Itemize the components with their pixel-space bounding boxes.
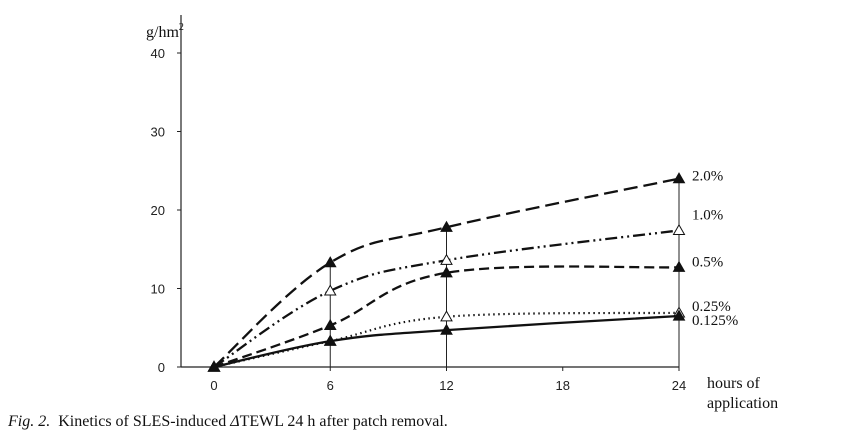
y-axis-label: g/hm2 bbox=[146, 22, 184, 41]
caption-label: Fig. 2. bbox=[8, 413, 51, 430]
data-point-filled-triangle bbox=[672, 260, 686, 272]
series-line bbox=[213, 177, 680, 368]
series-label: 0.5% bbox=[692, 254, 723, 270]
x-tick-label: 6 bbox=[327, 378, 334, 393]
data-point-filled-triangle bbox=[323, 318, 337, 331]
y-tick-label: 30 bbox=[151, 125, 165, 140]
data-point-open-triangle bbox=[323, 284, 337, 296]
caption-tail: TEWL 24 h after patch removal. bbox=[239, 413, 448, 430]
data-point-filled-triangle bbox=[323, 256, 337, 268]
x-axis-label-line1: hours of bbox=[707, 375, 761, 392]
data-point-filled-triangle bbox=[440, 266, 453, 278]
drop-lines bbox=[329, 178, 680, 367]
series-label: 1.0% bbox=[692, 207, 723, 223]
x-tick-label: 0 bbox=[210, 378, 217, 393]
data-point-open-triangle bbox=[440, 253, 453, 265]
x-axis-label-line2: application bbox=[707, 395, 778, 412]
data-point-open-triangle bbox=[672, 223, 686, 236]
data-point-filled-triangle bbox=[440, 220, 453, 232]
data-point-filled-triangle bbox=[672, 172, 686, 184]
series-labels: 2.0% 1.0% 0.5% 0.25%0.125% bbox=[692, 169, 738, 329]
axes: 0 10 20 30 40 0 6 12 18 24 g/hm2 hours of applicatio… bbox=[146, 15, 778, 412]
data-point-open-triangle bbox=[440, 310, 453, 322]
data-point-filled-triangle bbox=[207, 360, 221, 372]
series-label: 2.0% bbox=[692, 169, 723, 185]
x-tick-label: 12 bbox=[439, 378, 453, 393]
data-point-filled-triangle bbox=[672, 309, 686, 321]
series-group bbox=[207, 172, 686, 372]
y-tick-label: 40 bbox=[151, 46, 165, 61]
data-point-filled-triangle bbox=[440, 323, 453, 335]
series-label: 0.25% bbox=[692, 299, 731, 315]
data-point-filled-triangle bbox=[323, 334, 337, 346]
series-line bbox=[213, 265, 680, 369]
series-label: 0.125% bbox=[692, 313, 738, 329]
y-tick-label: 10 bbox=[151, 282, 165, 297]
y-tick-label: 20 bbox=[151, 203, 165, 218]
series-line bbox=[213, 314, 680, 369]
y-tick-label: 0 bbox=[158, 360, 165, 375]
caption-delta: Δ bbox=[230, 413, 240, 430]
x-tick-label: 18 bbox=[556, 378, 570, 393]
figure-caption: Fig. 2. Kinetics of SLES-induced ΔTEWL 2… bbox=[8, 413, 448, 431]
x-tick-label: 24 bbox=[672, 378, 686, 393]
caption-text: Kinetics of SLES-induced bbox=[58, 413, 231, 430]
